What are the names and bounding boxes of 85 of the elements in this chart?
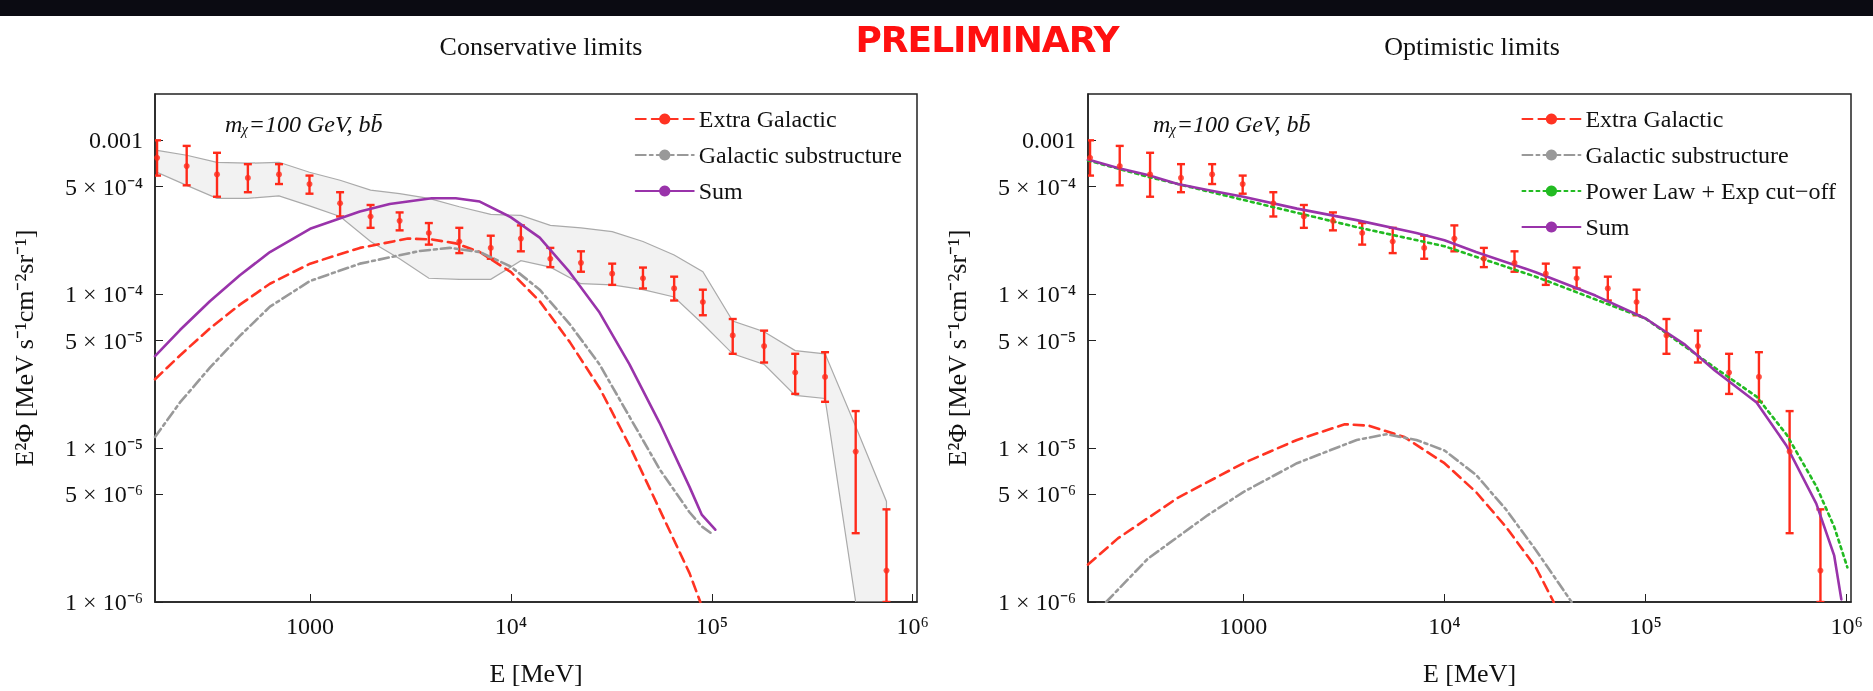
point [1726,369,1733,376]
point [671,285,678,292]
point [883,567,890,574]
x-tick-label: 10⁶ [896,613,929,639]
point [1480,255,1487,262]
y-tick-label: 1 × 10⁻⁶ [998,589,1076,615]
point [1270,200,1277,207]
y-tick-label: 1 × 10⁻⁴ [998,281,1076,308]
x-axis-title: E [MeV] [1422,658,1517,688]
point [337,200,344,207]
legend-label: Sum [698,178,744,204]
point [1663,332,1670,339]
point [1209,171,1216,178]
point [1329,217,1336,224]
chart-title: Optimistic limits [1384,31,1560,61]
x-tick-label: 10⁶ [1830,613,1863,639]
point [699,299,706,305]
point [792,369,799,376]
point [1786,448,1793,455]
point [367,213,374,220]
y-axis-title: E²Φ [MeV s⁻¹cm⁻²sr⁻¹] [9,229,39,467]
chart-title: Conservative limits [439,31,643,61]
y-tick-label: 1 × 10⁻⁵ [65,435,143,462]
annotation: mᵪ=100 GeV, bb̄ [1153,111,1311,138]
legend-label: Power Law + Exp cut−off [1585,178,1837,204]
point [214,171,221,178]
y-tick-label: 0.001 [89,127,143,154]
point [639,275,646,282]
point [1147,171,1154,178]
point [1511,259,1518,266]
y-axis-title: E²Φ [MeV s⁻¹cm⁻²sr⁻¹] [942,229,972,467]
legend-label: Extra Galactic [698,106,837,132]
point [275,171,282,178]
point [487,244,494,251]
x-tick-label: 1000 [1219,613,1268,639]
point [1359,229,1366,236]
x-tick-label: 10⁴ [1428,613,1461,639]
point [1300,213,1307,220]
legend-label: Galactic substructure [698,142,902,168]
point [1817,567,1824,574]
point [1451,235,1458,242]
x-tick-label: 10⁵ [695,613,729,639]
point [609,270,616,277]
annotation: mᵪ=100 GeV, bb̄ [225,111,383,138]
point [1694,343,1701,350]
x-axis-title: E [MeV] [489,658,583,688]
point [547,255,554,262]
point [517,235,524,242]
x-tick-label: 10⁴ [494,613,528,639]
point [1755,373,1762,380]
legend-label: Sum [1585,214,1630,240]
y-tick-label: 1 × 10⁻⁴ [65,281,143,308]
point [577,259,584,266]
point [1573,275,1580,282]
point [306,181,313,188]
point [761,343,768,350]
y-tick-label: 0.001 [1022,127,1076,154]
x-tick-label: 10⁵ [1629,613,1662,639]
point [1239,181,1246,188]
point [396,217,403,224]
point [729,332,736,339]
y-tick-label: 5 × 10⁻⁵ [998,327,1076,354]
y-tick-label: 5 × 10⁻⁶ [65,481,143,508]
y-tick-label: 1 × 10⁻⁵ [998,435,1076,462]
point [1421,244,1428,251]
point [1633,299,1640,305]
x-tick-label: 1000 [286,613,335,639]
point [822,373,829,380]
point [183,163,190,170]
y-tick-label: 5 × 10⁻⁴ [65,173,143,200]
point [1604,285,1611,292]
point [1116,163,1123,170]
y-tick-label: 5 × 10⁻⁴ [998,173,1076,200]
text: PRELIMINARY [855,18,1119,62]
point [425,229,432,236]
point [1178,174,1184,181]
y-tick-label: 5 × 10⁻⁶ [998,481,1076,508]
legend-label: Galactic substructure [1585,142,1789,168]
point [1087,154,1094,161]
point [1542,270,1549,277]
y-tick-label: 1 × 10⁻⁶ [65,589,143,615]
y-tick-label: 5 × 10⁻⁵ [65,327,143,354]
legend-label: Extra Galactic [1585,106,1724,132]
point [244,174,251,181]
point [154,154,161,161]
